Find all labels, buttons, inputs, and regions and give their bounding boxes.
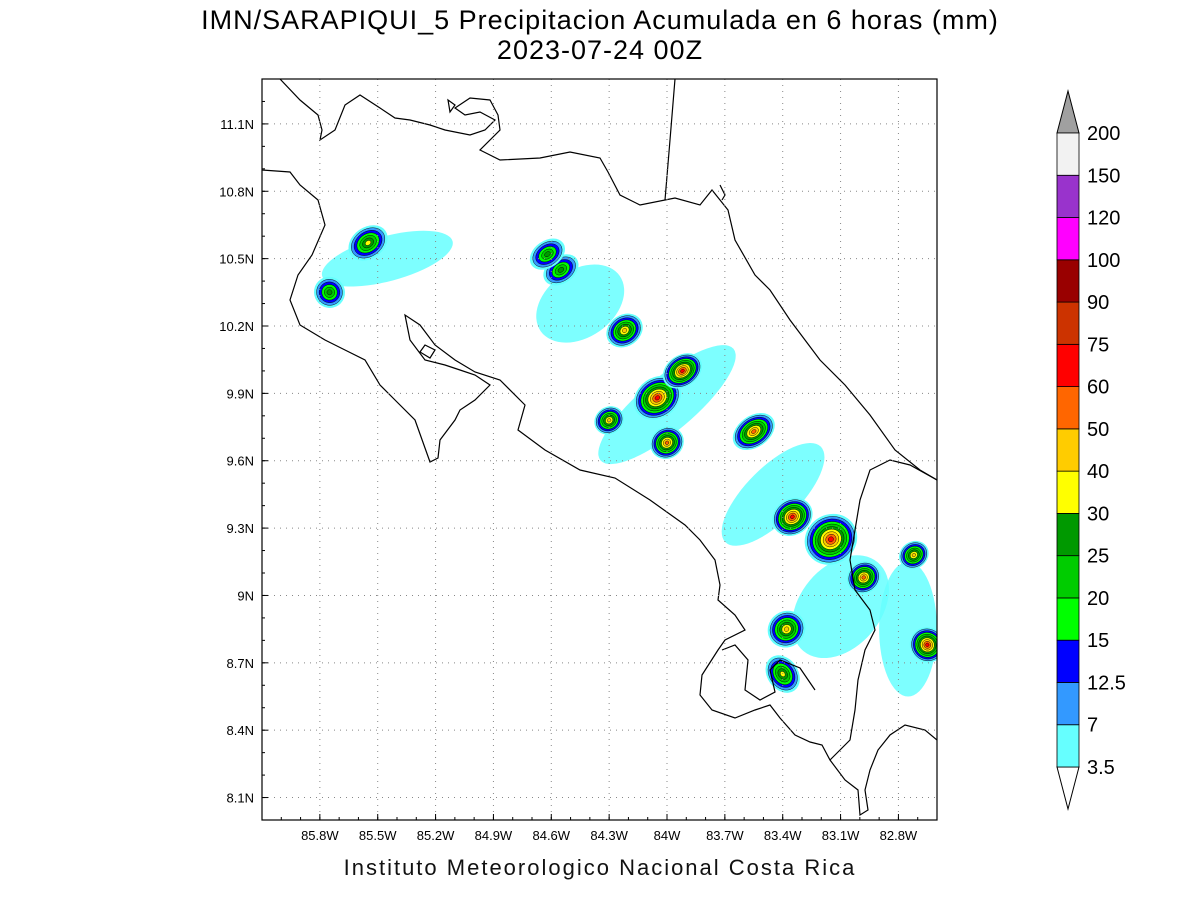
rain-cell-contour <box>365 240 372 246</box>
lat-tick-label: 8.7N <box>227 656 254 671</box>
rain-cell-contour <box>557 267 565 273</box>
lon-tick-label: 82.8W <box>880 828 918 843</box>
colorbar-arrow-top <box>1056 89 1080 134</box>
map-frame <box>261 78 938 821</box>
colorbar-label: 90 <box>1087 292 1109 314</box>
precipitation-field <box>313 225 937 697</box>
colorbar-swatch <box>1056 217 1080 261</box>
colorbar-label: 150 <box>1087 165 1120 187</box>
colorbar-label: 50 <box>1087 419 1109 441</box>
colorbar-label: 12.5 <box>1087 672 1126 694</box>
rain-cell-contour <box>622 328 628 333</box>
colorbar-swatch <box>1056 724 1080 768</box>
rain-cell-contour <box>326 289 333 296</box>
colorbar-swatch <box>1056 470 1080 514</box>
lon-tick-label: 84.6W <box>532 828 570 843</box>
longitude-axis: 85.8W 85.5W 85.2W 84.9W 84.6W 84.3W 84W 83.7W 83… <box>261 814 938 843</box>
lon-tick-label: 84.9W <box>475 828 513 843</box>
lat-tick-label: 8.4N <box>227 723 254 738</box>
rain-cell-contour <box>790 514 795 519</box>
colorbar-swatch <box>1056 428 1080 472</box>
lon-tick-label: 84.3W <box>590 828 628 843</box>
lat-tick-label: 11.1N <box>220 117 254 132</box>
colorbar-swatch <box>1056 132 1080 176</box>
colorbar-swatch <box>1056 301 1080 345</box>
rain-cell-contour <box>911 553 916 558</box>
lat-tick-label: 10.8N <box>219 184 254 199</box>
colorbar-swatch <box>1056 174 1080 218</box>
rain-cell-contour <box>780 671 786 677</box>
colorbar-label: 75 <box>1087 334 1109 356</box>
rain-cell-contour <box>861 575 866 580</box>
rain-cell-contour <box>828 536 834 543</box>
colorbar-swatch <box>1056 682 1080 726</box>
latitude-axis: 8.1N 8.4N 8.7N 9N 9.3N 9.6N 9.9N 10.2N 10.5N 10.8… <box>219 78 268 821</box>
rain-cell-contour <box>654 395 660 401</box>
colorbar-label: 15 <box>1087 630 1109 652</box>
colorbar-label: 3.5 <box>1087 757 1115 779</box>
footer-credit: Instituto Meteorologico Nacional Costa R… <box>343 855 857 880</box>
map-title: IMN/SARAPIQUI_5 Precipitacion Acumulada … <box>201 5 999 35</box>
colorbar-label: 30 <box>1087 503 1109 525</box>
colorbar-label: 200 <box>1087 123 1120 145</box>
rain-cell-contour <box>751 429 757 434</box>
colorbar-swatch <box>1056 597 1080 641</box>
colorbar-swatch <box>1056 386 1080 430</box>
lon-tick-label: 85.5W <box>359 828 397 843</box>
rain-cell-contour <box>680 368 685 373</box>
rain-cell-contour <box>544 251 551 257</box>
lon-tick-label: 83.4W <box>764 828 802 843</box>
lat-tick-label: 9.6N <box>227 454 254 469</box>
colorbar-label: 25 <box>1087 546 1109 568</box>
rain-cell-contour <box>664 440 670 445</box>
lat-tick-label: 9.3N <box>227 521 254 536</box>
colorbar-swatch <box>1056 343 1080 388</box>
rain-cell-contour <box>925 642 930 647</box>
lon-tick-label: 85.8W <box>301 828 339 843</box>
colorbar-label: 120 <box>1087 208 1120 230</box>
colorbar-arrow-bottom <box>1056 766 1080 811</box>
lon-tick-label: 84W <box>654 828 681 843</box>
lon-tick-label: 83.1W <box>822 828 860 843</box>
lon-tick-label: 83.7W <box>706 828 744 843</box>
lat-tick-label: 10.5N <box>219 252 254 267</box>
rain-band <box>721 443 825 546</box>
colorbar-label: 60 <box>1087 377 1109 399</box>
lat-tick-label: 8.1N <box>227 791 254 806</box>
colorbar-swatch <box>1056 259 1080 303</box>
colorbar-label: 40 <box>1087 461 1109 483</box>
lat-tick-label: 9N <box>237 588 254 603</box>
colorbar-swatch <box>1056 513 1080 557</box>
coastline-borders <box>262 79 937 817</box>
lat-tick-label: 9.9N <box>227 386 254 401</box>
colorbar-swatch <box>1056 639 1080 683</box>
rain-band <box>321 230 453 287</box>
rain-cell-contour <box>607 418 612 423</box>
rain-cell-contour <box>784 626 790 632</box>
colorbar-label: 20 <box>1087 588 1109 610</box>
lon-tick-label: 85.2W <box>417 828 455 843</box>
colorbar-label: 7 <box>1087 715 1098 737</box>
colorbar-label: 100 <box>1087 250 1120 272</box>
map-subtitle-datetime: 2023-07-24 00Z <box>496 35 704 65</box>
lat-tick-label: 10.2N <box>219 319 254 334</box>
colorbar-swatch <box>1056 555 1080 599</box>
